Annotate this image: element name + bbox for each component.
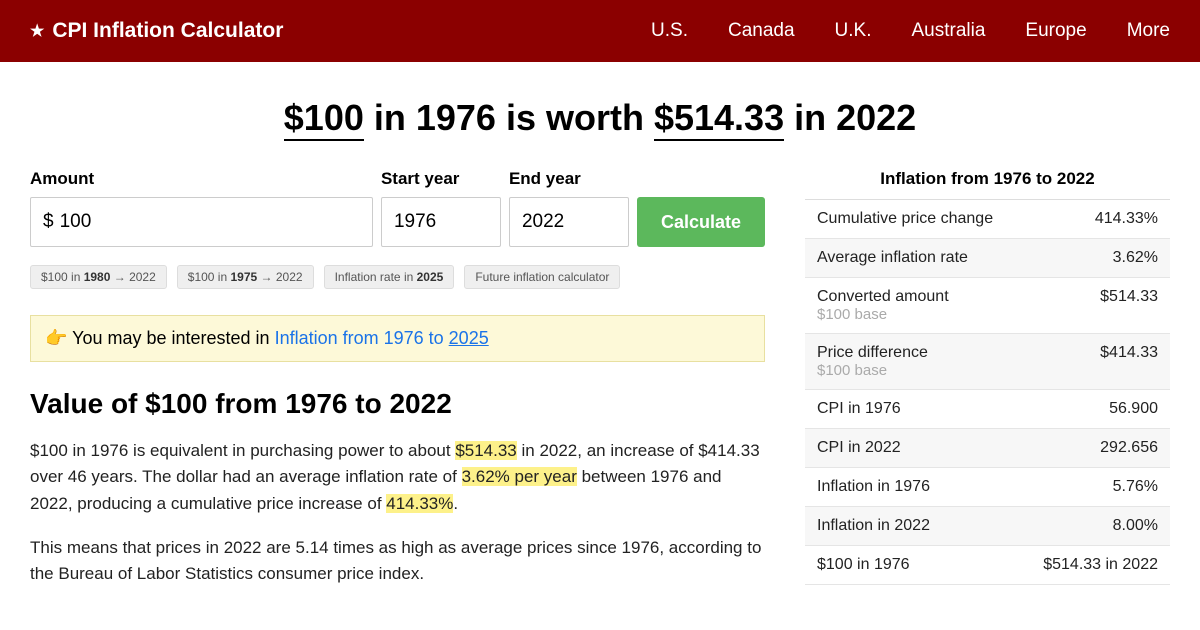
stat-value: 3.62% (1113, 249, 1158, 267)
page-title: $100 in 1976 is worth $514.33 in 2022 (30, 97, 1170, 139)
stat-label: CPI in 1976 (817, 400, 901, 418)
currency-symbol: $ (43, 211, 54, 233)
stat-sublabel: $100 base (817, 306, 949, 323)
nav-europe[interactable]: Europe (1025, 20, 1086, 42)
end-year-input[interactable] (509, 197, 629, 247)
calculator-form: Amount $ Start year End year Calculate (30, 169, 765, 247)
chip-2025[interactable]: Inflation rate in 2025 (324, 265, 455, 289)
stat-value: $514.33 in 2022 (1043, 556, 1158, 574)
stat-row: $100 in 1976 $514.33 in 2022 (805, 546, 1170, 585)
nav: U.S. Canada U.K. Australia Europe More (651, 20, 1170, 42)
start-year-input[interactable] (381, 197, 501, 247)
stat-row: Converted amount$100 base $514.33 (805, 278, 1170, 334)
stats-table: Cumulative price change 414.33% Average in… (805, 200, 1170, 585)
stat-value: 56.900 (1109, 400, 1158, 418)
stat-label: Inflation in 1976 (817, 478, 930, 496)
header: ★ CPI Inflation Calculator U.S. Canada U… (0, 0, 1200, 62)
amount-field: Amount $ (30, 169, 373, 247)
nav-us[interactable]: U.S. (651, 20, 688, 42)
stat-label: $100 in 1976 (817, 556, 910, 574)
amount-label: Amount (30, 169, 373, 189)
chip-1980[interactable]: $100 in 1980 → 2022 (30, 265, 167, 289)
chip-future[interactable]: Future inflation calculator (464, 265, 620, 289)
stat-value: 292.656 (1100, 439, 1158, 457)
stat-label: Average inflation rate (817, 249, 968, 267)
nav-more[interactable]: More (1127, 20, 1170, 42)
sidebar-title: Inflation from 1976 to 2022 (805, 169, 1170, 200)
stat-sublabel: $100 base (817, 362, 928, 379)
interest-callout: 👉 You may be interested in Inflation fro… (30, 315, 765, 362)
interest-link[interactable]: Inflation from 1976 to 2025 (275, 328, 489, 348)
content: Amount $ Start year End year Calculate (30, 169, 765, 606)
nav-uk[interactable]: U.K. (835, 20, 872, 42)
pointing-icon: 👉 (45, 328, 67, 348)
stat-value: 8.00% (1113, 517, 1158, 535)
amount-input-wrap[interactable]: $ (30, 197, 373, 247)
stat-row: Inflation in 1976 5.76% (805, 468, 1170, 507)
end-year-field: End year (509, 169, 629, 247)
paragraph-1: $100 in 1976 is equivalent in purchasing… (30, 438, 765, 517)
title-result: $514.33 (654, 97, 784, 141)
brand[interactable]: ★ CPI Inflation Calculator (30, 19, 283, 43)
nav-canada[interactable]: Canada (728, 20, 795, 42)
main: $100 in 1976 is worth $514.33 in 2022 Am… (0, 62, 1200, 606)
brand-text: CPI Inflation Calculator (52, 19, 283, 43)
stat-row: CPI in 1976 56.900 (805, 390, 1170, 429)
amount-input[interactable] (60, 198, 360, 246)
start-year-label: Start year (381, 169, 501, 189)
stat-row: Price difference$100 base $414.33 (805, 334, 1170, 390)
sidebar: Inflation from 1976 to 2022 Cumulative p… (805, 169, 1170, 606)
quick-links: $100 in 1980 → 2022 $100 in 1975 → 2022 … (30, 265, 765, 289)
stat-row: Inflation in 2022 8.00% (805, 507, 1170, 546)
stat-label: Price difference$100 base (817, 344, 928, 379)
nav-australia[interactable]: Australia (912, 20, 986, 42)
chip-1975[interactable]: $100 in 1975 → 2022 (177, 265, 314, 289)
start-year-field: Start year (381, 169, 501, 247)
stat-value: 414.33% (1095, 210, 1158, 228)
stat-label: Inflation in 2022 (817, 517, 930, 535)
stat-value: $414.33 (1100, 344, 1158, 362)
stat-label: CPI in 2022 (817, 439, 901, 457)
paragraph-2: This means that prices in 2022 are 5.14 … (30, 535, 765, 588)
calculate-button[interactable]: Calculate (637, 197, 765, 247)
stat-row: Cumulative price change 414.33% (805, 200, 1170, 239)
stat-value: $514.33 (1100, 288, 1158, 306)
star-icon: ★ (30, 21, 44, 41)
stat-label: Converted amount$100 base (817, 288, 949, 323)
stat-value: 5.76% (1113, 478, 1158, 496)
section-title: Value of $100 from 1976 to 2022 (30, 388, 765, 420)
stat-label: Cumulative price change (817, 210, 993, 228)
end-year-label: End year (509, 169, 629, 189)
stat-row: CPI in 2022 292.656 (805, 429, 1170, 468)
title-amount: $100 (284, 97, 364, 141)
stat-row: Average inflation rate 3.62% (805, 239, 1170, 278)
